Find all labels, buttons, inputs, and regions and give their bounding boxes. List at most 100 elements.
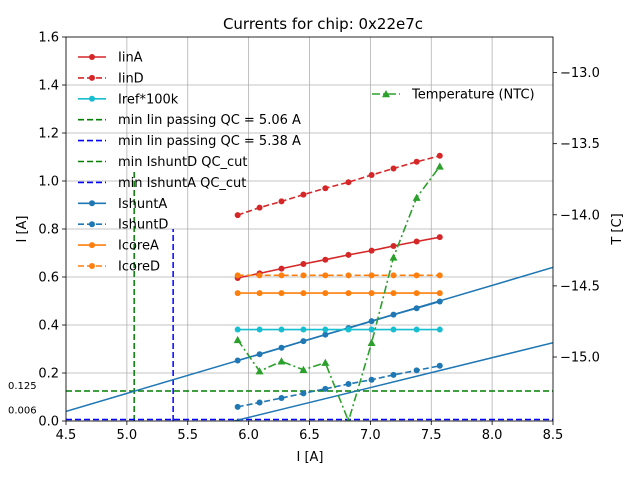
point-ishuntd-1 xyxy=(256,399,263,406)
plot-area xyxy=(66,152,553,421)
point-iina-4 xyxy=(322,256,329,263)
point-ishuntd-6 xyxy=(368,376,375,383)
legend-label-iina: IinA xyxy=(118,51,143,66)
axis-ticks: 4.5 5.0 5.5 6.0 6.5 7.0 7.5 8.0 8.5 0.0 0.2 0.4 0.6 0… xyxy=(8,31,600,444)
legend-item-left-10: IcoreD xyxy=(78,260,160,275)
point-ishuntd-9 xyxy=(436,362,443,369)
point-iind-2 xyxy=(278,198,285,205)
legend-marker-iina xyxy=(89,54,95,60)
point-icored-4 xyxy=(322,272,329,279)
legend-item-right-0: Temperature (NTC) xyxy=(372,88,535,103)
point-icored-3 xyxy=(300,272,307,279)
point-temperature-ntc-2 xyxy=(277,357,286,365)
point-iind-0 xyxy=(234,212,241,219)
point-temperature-ntc-1 xyxy=(255,367,264,375)
point-temperature-ntc-0 xyxy=(233,335,242,344)
series-line-ishuntd xyxy=(237,365,440,408)
point-iind-9 xyxy=(436,152,443,159)
legend-item-left-5: min IshuntD QC_cut xyxy=(78,155,248,170)
point-icored-5 xyxy=(345,272,352,279)
point-iref-100k-1 xyxy=(256,326,263,333)
legend-marker-icored xyxy=(89,263,95,269)
chart-title: Currents for chip: 0x22e7c xyxy=(223,15,423,33)
y-tick-label-8: 1.6 xyxy=(38,31,59,46)
legend-label-ishunta: IshuntA xyxy=(118,197,167,212)
legend-label-min-iin-passing-qc-5-38-a: min Iin passing QC = 5.38 A xyxy=(118,134,301,149)
y-tick-label-3: 0.6 xyxy=(38,271,59,286)
point-iina-9 xyxy=(436,234,443,241)
annotation-0-125: 0.125 xyxy=(8,381,37,392)
legend-item-left-1: IinD xyxy=(78,71,144,86)
point-iina-3 xyxy=(300,261,307,268)
y-right-tick-label-4: −13.0 xyxy=(560,66,600,81)
point-temperature-ntc-9 xyxy=(435,162,444,170)
point-ishuntd-7 xyxy=(390,371,397,378)
point-icorea-9 xyxy=(436,290,443,297)
point-ishunta-0 xyxy=(234,357,241,364)
y-tick-label-7: 1.4 xyxy=(38,79,59,94)
point-ishuntd-0 xyxy=(234,403,241,410)
point-icored-1 xyxy=(256,272,263,279)
legend-label-min-ishunta-qc-cut: min IshuntA QC_cut xyxy=(118,176,246,191)
point-iref-100k-9 xyxy=(436,326,443,333)
point-icored-6 xyxy=(368,272,375,279)
y-right-tick-label-0: −15.0 xyxy=(560,351,600,366)
y-tick-label-1: 0.2 xyxy=(38,367,59,382)
y-tick-label-5: 1.0 xyxy=(38,175,59,190)
point-iref-100k-8 xyxy=(413,326,420,333)
x-tick-label-1: 5.0 xyxy=(117,428,138,443)
point-iind-1 xyxy=(256,204,263,211)
legend-item-left-0: IinA xyxy=(78,51,143,66)
y-tick-label-6: 1.2 xyxy=(38,127,59,142)
y-axis-right-label: T [C] xyxy=(610,213,625,245)
x-tick-label-6: 7.5 xyxy=(421,428,442,443)
x-axis-label: I [A] xyxy=(296,450,323,465)
x-tick-label-2: 5.5 xyxy=(177,428,198,443)
point-temperature-ntc-7 xyxy=(389,253,398,261)
legend-item-left-4: min Iin passing QC = 5.38 A xyxy=(78,134,301,149)
series-line-temperature-ntc xyxy=(237,165,441,421)
point-ishunta-1 xyxy=(256,351,263,358)
point-iind-4 xyxy=(322,185,329,192)
point-iind-7 xyxy=(390,165,397,172)
legend-marker-iref-100k xyxy=(89,95,95,102)
point-temperature-ntc-8 xyxy=(412,193,421,201)
legend-marker-icorea xyxy=(89,242,95,249)
legend-label-icorea: IcoreA xyxy=(118,239,159,254)
point-icored-2 xyxy=(278,272,285,279)
point-icored-0 xyxy=(234,272,241,279)
point-iina-2 xyxy=(278,265,285,272)
point-ishunta-6 xyxy=(368,318,375,325)
point-icorea-3 xyxy=(300,290,307,297)
point-temperature-ntc-6 xyxy=(367,338,376,346)
point-ishuntd-8 xyxy=(413,367,420,374)
legend-label-iref-100k: Iref*100k xyxy=(118,92,179,107)
legend-item-left-9: IcoreA xyxy=(78,239,159,254)
point-ishuntd-2 xyxy=(278,394,285,401)
legend-marker-iind xyxy=(89,74,95,81)
point-iind-8 xyxy=(413,158,420,165)
y-tick-label-0: 0.0 xyxy=(38,415,59,430)
point-ishuntd-5 xyxy=(345,381,352,388)
point-icored-9 xyxy=(436,272,443,279)
point-iina-5 xyxy=(345,251,352,258)
x-tick-label-4: 6.5 xyxy=(299,428,320,443)
point-iind-6 xyxy=(368,172,375,178)
point-iina-7 xyxy=(390,243,397,250)
point-ishunta-9 xyxy=(436,298,443,305)
point-iind-5 xyxy=(345,179,352,186)
legend-label-min-ishuntd-qc-cut: min IshuntD QC_cut xyxy=(118,155,248,170)
point-ishuntd-3 xyxy=(300,390,307,397)
y-tick-label-2: 0.4 xyxy=(38,319,59,334)
point-ishunta-2 xyxy=(278,344,285,351)
point-ishunta-4 xyxy=(322,331,329,338)
point-iina-6 xyxy=(368,247,375,254)
point-icorea-5 xyxy=(345,290,352,297)
legend-marker-temperature-ntc xyxy=(382,90,390,98)
legend-marker-ishunta xyxy=(89,200,95,207)
point-iref-100k-0 xyxy=(234,326,241,333)
legend: IinA IinD Iref*100k min Iin passing QC = 5.… xyxy=(78,51,535,275)
y-axis-label: I [A] xyxy=(15,215,30,242)
